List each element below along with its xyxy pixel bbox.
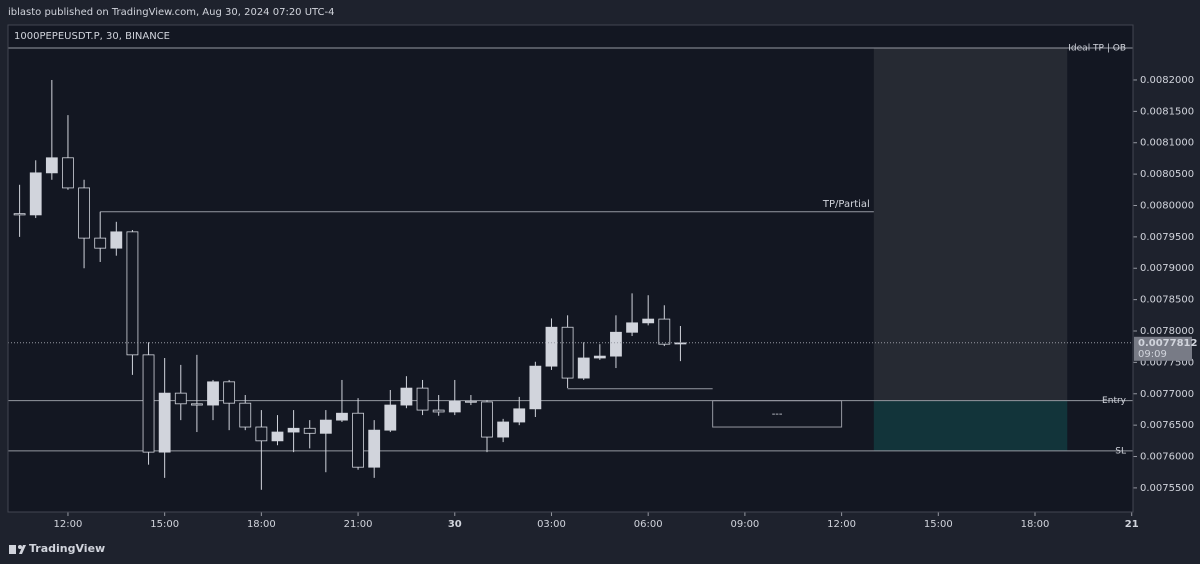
x-tick-label: 09:00 — [730, 519, 759, 530]
candle-body — [384, 404, 397, 431]
candle-body — [94, 237, 107, 249]
candle-body — [62, 157, 74, 189]
candle-body — [190, 403, 203, 406]
candle-body — [110, 231, 123, 249]
candle-body — [271, 431, 284, 442]
candle-body — [610, 331, 622, 357]
countdown: 09:09 — [1138, 349, 1167, 360]
candle-body — [207, 381, 219, 406]
plot-frame — [7, 24, 1134, 513]
candle-body — [174, 392, 187, 405]
last-price-label: 0.0077812 — [1138, 338, 1198, 349]
x-tick-label: 15:00 — [924, 519, 953, 530]
candle-body — [432, 409, 445, 413]
candle-body — [303, 427, 316, 434]
y-tick-label: 0.0081500 — [1140, 106, 1194, 117]
candle-body — [319, 419, 332, 434]
level-label: Entry — [1102, 396, 1127, 406]
x-tick-label: 21 — [1125, 519, 1139, 530]
candle-body — [626, 322, 638, 333]
candle-body — [78, 187, 90, 239]
logo — [9, 545, 26, 554]
y-tick-label: 0.0076500 — [1140, 420, 1194, 431]
candle-body — [13, 213, 26, 216]
level-label: SL — [1115, 446, 1126, 456]
y-tick-label: 0.0082000 — [1140, 75, 1194, 86]
x-tick-label: 18:00 — [1021, 519, 1050, 530]
stop-zone — [873, 400, 1068, 451]
x-tick-label: 03:00 — [537, 519, 566, 530]
candle-body — [287, 427, 300, 433]
candle-body — [400, 387, 413, 406]
candle-body — [561, 326, 574, 379]
candle-body — [223, 381, 236, 404]
candle-body — [336, 412, 348, 421]
x-tick-label: 12:00 — [827, 519, 856, 530]
header: iblasto published on TradingView.com, Au… — [8, 7, 335, 18]
candle-body — [545, 326, 558, 367]
level-label: Ideal TP | OB — [1068, 43, 1126, 53]
candle-body — [45, 157, 58, 174]
y-tick-label: 0.0077000 — [1140, 389, 1194, 400]
candle-body — [126, 231, 139, 356]
y-tick-label: 0.0078000 — [1140, 326, 1194, 337]
candle-body — [255, 426, 268, 442]
x-tick-label: 30 — [448, 519, 462, 530]
candle-body — [529, 365, 542, 410]
y-tick-label: 0.0081000 — [1140, 138, 1194, 149]
x-tick-label: 12:00 — [54, 519, 83, 530]
x-tick-label: 15:00 — [150, 519, 179, 530]
chart-title: 1000PEPEUSDT.P, 30, BINANCE — [14, 31, 170, 42]
y-tick-label: 0.0077500 — [1140, 357, 1194, 368]
last-price-box — [1134, 336, 1192, 361]
candle-body — [481, 401, 493, 438]
y-tick-label: 0.0079000 — [1140, 263, 1194, 274]
y-tick-label: 0.0079500 — [1140, 232, 1194, 243]
candle-body — [593, 355, 606, 359]
candle-body — [497, 421, 510, 438]
y-tick-label: 0.0080000 — [1140, 200, 1194, 211]
box — [712, 400, 843, 428]
footer: TradingView — [29, 542, 105, 555]
candle-body — [352, 412, 364, 468]
box-label: --- — [772, 409, 783, 420]
y-tick-label: 0.0078500 — [1140, 295, 1194, 306]
candle-body — [642, 318, 655, 324]
candle-body — [577, 357, 590, 379]
x-tick-label: 21:00 — [344, 519, 373, 530]
x-tick-label: 06:00 — [634, 519, 663, 530]
level-label: TP/Partial — [822, 199, 870, 210]
y-tick-label: 0.0075500 — [1140, 483, 1194, 494]
candle-body — [448, 400, 461, 413]
y-tick-label: 0.0076000 — [1140, 452, 1194, 463]
target-zone — [873, 47, 1068, 401]
candle-body — [658, 318, 671, 345]
candle-body — [513, 408, 526, 423]
candle-body — [29, 172, 42, 216]
candle-body — [158, 392, 171, 453]
candle-body — [239, 402, 252, 428]
candle-body — [416, 387, 429, 411]
candle-body — [142, 354, 155, 453]
candle-body — [368, 429, 381, 468]
x-tick-label: 18:00 — [247, 519, 276, 530]
candle-body — [464, 400, 477, 403]
y-tick-label: 0.0080500 — [1140, 169, 1194, 180]
